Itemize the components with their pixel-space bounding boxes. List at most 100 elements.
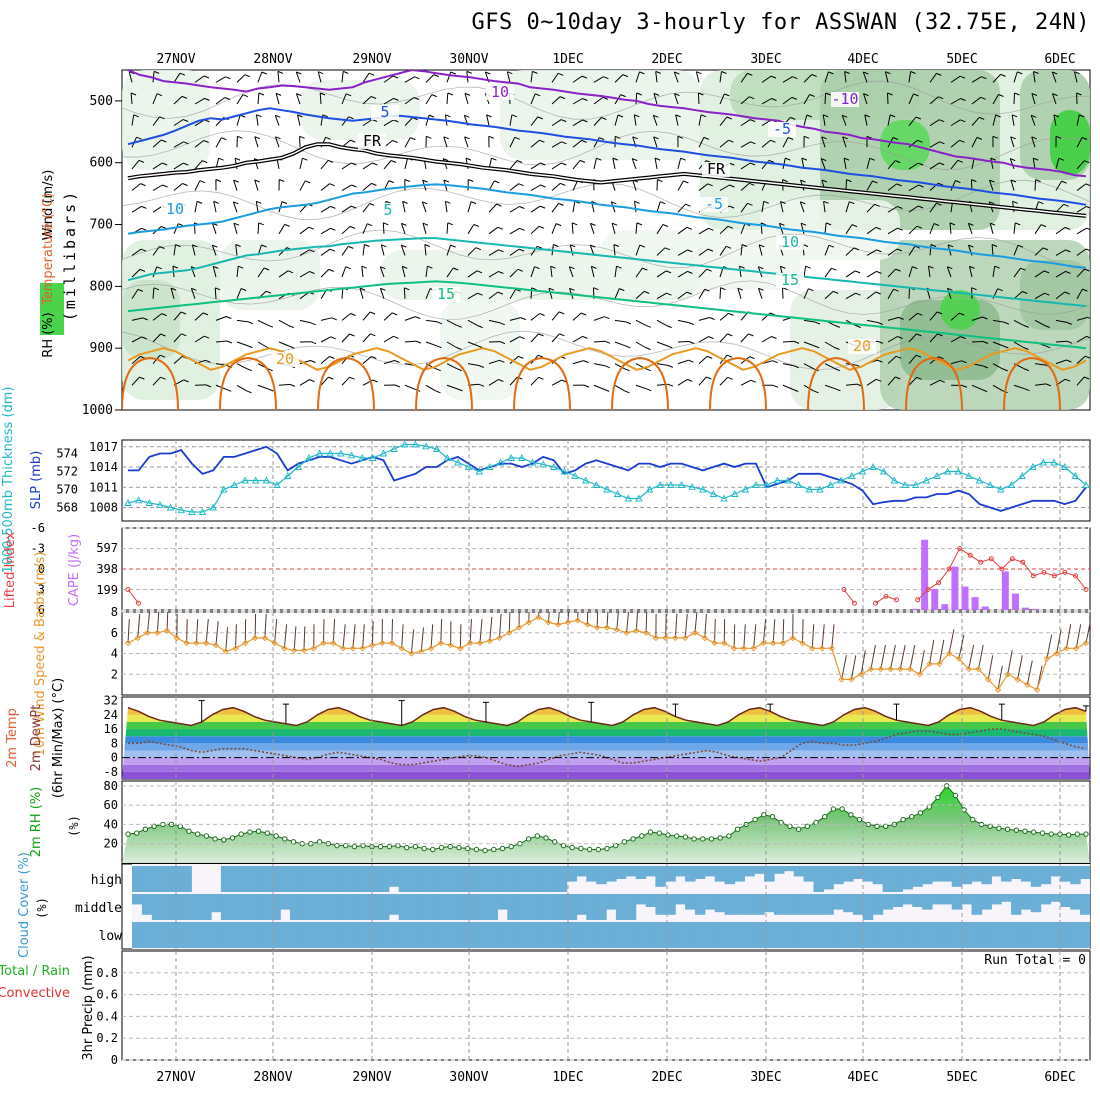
wind-barb-flag [351,184,357,188]
wind-barb [464,93,469,105]
wind-barb [551,119,562,127]
precip-axis: 00.20.40.60.8 [96,966,118,1067]
wind-barb [275,93,280,105]
cloud-cell-low [833,922,844,948]
thickness-point [124,499,132,506]
wind10-barb [704,613,707,638]
wind-barb [214,287,217,299]
thickness-point [390,445,398,452]
cloud-cell-low [981,922,992,948]
cloud-cell-high [704,866,716,877]
wind-barb-flag [507,71,513,75]
wind10-point [721,639,728,647]
cloud-cell-low [813,922,824,948]
wind-barb-flag [665,270,672,274]
wind-barb [971,158,975,170]
wind-barb-flag [1081,137,1088,140]
cloud-cell-high [408,866,419,892]
wind-barb-flag [959,139,965,143]
wind-barb-flag [422,222,429,226]
thickness-point [805,485,814,493]
wind-barb-flag [916,333,922,337]
wind-barb [761,98,772,105]
wind-barb-flag [763,200,769,204]
cloud-cell-low [487,922,498,948]
wind-barb [509,376,518,386]
wind-barb [1055,319,1067,323]
wind-barb-flag [814,321,821,325]
wind-barb-flag [256,114,262,118]
wind-barb [173,162,184,170]
wind10-barb [1065,624,1072,649]
wind10-point [594,624,601,631]
cloud-cell-low [596,922,607,948]
wind-barb [402,201,406,213]
wind-barb-flag [309,379,315,383]
wind-barb-flag [603,76,609,80]
wind-barb-flag [721,71,727,74]
wind-barb-flag [161,313,167,317]
thickness-point [188,508,196,515]
thickness-point [943,467,952,475]
li-point [925,587,931,592]
wind-barb [719,376,728,386]
wind-barb-flag [364,244,370,247]
cloud-cell-middle [457,894,469,920]
rh2m-point [508,843,514,850]
isotherm-line [127,183,1087,269]
thickness-point [933,472,941,479]
rh2m-point [604,845,610,852]
wind-barb [362,356,372,365]
wind-barb-flag [153,70,160,74]
cloud-cell-middle [872,894,884,915]
wind-barb-flag [413,97,420,100]
wind-barb [1055,340,1068,343]
cloud-row-label: middle [75,901,122,916]
cape-tick-label: 398 [96,562,118,576]
wind-barb-flag [204,97,210,101]
wind-barb-flag [760,222,767,226]
wind-barb-flag [823,114,829,118]
wind-barb [257,267,265,278]
wind-barb-flag [896,355,902,359]
wind-barb [299,379,310,386]
wind-barb [1034,179,1037,191]
rh2m-point [247,829,253,835]
thickness-point [762,481,771,488]
wind10-barb [274,619,278,644]
wind-barb-flag [928,265,934,269]
wind-barb [656,270,667,278]
wind-barb-flag [809,94,815,97]
run-total: Run Total = 0 [984,953,1086,968]
cloud-cell-high [398,866,410,892]
wind10-point [447,642,454,649]
wind-barb [614,114,619,126]
wind-barb-flag [456,324,462,328]
bottom-date-axis: 27NOV 28NOV 29NOV 30NOV 1DEC 2DEC 3DEC 4DEC 5DEC… [156,1070,1075,1085]
cloud-ylabel: Cloud Cover (%) [17,852,32,958]
wind-barb-flag [1023,368,1029,372]
wind-barb [656,363,668,366]
wind-barb-flag [947,244,954,248]
wind-barb-flag [370,96,377,99]
wind-barb-flag [443,158,449,162]
isotherm-line [127,107,1087,206]
thickness-point [773,476,782,484]
wind-barb-flag [1052,71,1058,75]
wind10-point [603,624,611,631]
wind-barb-flag [644,290,650,294]
wind-barb-flag [532,70,538,74]
precip-tick-label: 0.2 [96,1031,118,1045]
cloud-cell-high [388,866,400,887]
wind-barb [761,201,765,213]
precip-panel: 00.20.40.60.8 Run Total = 0 3hr Precip (… [0,950,1091,1067]
wind-barb-flag [654,157,661,161]
wind10-barb [762,619,767,644]
cloud-cell-high [448,866,459,892]
wind-barb-flag [989,179,995,183]
wind-barb [1034,270,1045,278]
wind10-point [916,671,923,678]
wind-barb-flag [1045,345,1051,349]
isotherm-label: -5 [705,195,723,213]
wind10-point [330,639,337,647]
